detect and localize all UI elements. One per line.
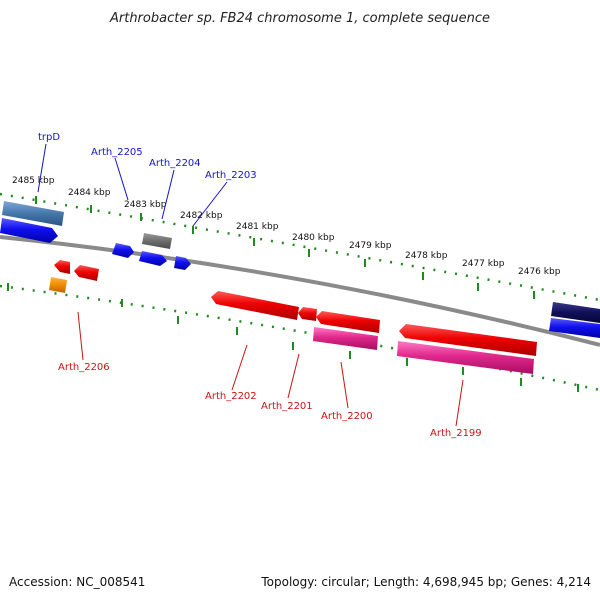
gene-arth2199[interactable] [397,341,534,374]
gene-arth2204[interactable] [139,251,167,266]
tick-label: 2483 kbp [124,200,167,210]
inner-major-ticks [7,283,579,392]
label-arth2200[interactable]: Arth_2200 [321,411,373,422]
gene-blue-edge[interactable] [549,318,600,338]
reverse-leaders [77,311,464,427]
gene-forward[interactable] [0,218,58,243]
label-arth2206[interactable]: Arth_2206 [58,362,110,373]
tick-label: 2480 kbp [292,233,335,243]
accession-text: Accession: NC_008541 [9,575,145,589]
label-arth2204[interactable]: Arth_2204 [149,158,201,169]
gene-red-small[interactable] [54,260,70,274]
label-arth2205[interactable]: Arth_2205 [91,147,143,158]
tick-label: 2479 kbp [349,241,392,251]
tick-labels: 2485 kbp 2484 kbp 2483 kbp 2482 kbp 2481… [12,176,561,277]
forward-genes [0,201,600,338]
gene-arth2203[interactable] [174,256,191,270]
gene-red-mid[interactable] [316,311,380,333]
gene-arth2206[interactable] [49,277,67,293]
reverse-labels: Arth_2206 Arth_2202 Arth_2201 Arth_2200 … [58,362,482,439]
label-arth2203[interactable]: Arth_2203 [205,170,257,181]
tick-label: 2478 kbp [405,251,448,261]
gene-arth2202[interactable] [211,291,299,320]
gene-arth2201[interactable] [298,307,317,321]
tick-label: 2476 kbp [518,267,561,277]
tick-label: 2477 kbp [462,259,505,269]
forward-labels: trpD Arth_2205 Arth_2204 Arth_2203 [38,132,257,181]
reverse-genes [49,260,537,374]
tick-label: 2484 kbp [68,188,111,198]
label-arth2201[interactable]: Arth_2201 [261,401,313,412]
tick-label: 2481 kbp [236,222,279,232]
chromosome-backbone [0,235,600,347]
label-trpd[interactable]: trpD [38,132,60,143]
gene-arth2205[interactable] [112,243,134,258]
outer-major-ticks [35,196,535,299]
gene-arth2200[interactable] [313,327,378,350]
inner-tick-track [0,284,600,392]
gene-trpd[interactable] [2,201,64,226]
tick-label: 2485 kbp [12,176,55,186]
gene-red-long[interactable] [399,324,537,356]
label-arth2202[interactable]: Arth_2202 [205,391,257,402]
map-title: Arthrobacter sp. FB24 chromosome 1, comp… [109,11,490,26]
gene-red-small-2[interactable] [74,265,99,281]
summary-text: Topology: circular; Length: 4,698,945 bp… [260,575,591,589]
gene-navy[interactable] [551,302,600,323]
forward-leaders [37,143,228,227]
label-arth2199[interactable]: Arth_2199 [430,428,482,439]
gene-gray[interactable] [142,233,172,249]
